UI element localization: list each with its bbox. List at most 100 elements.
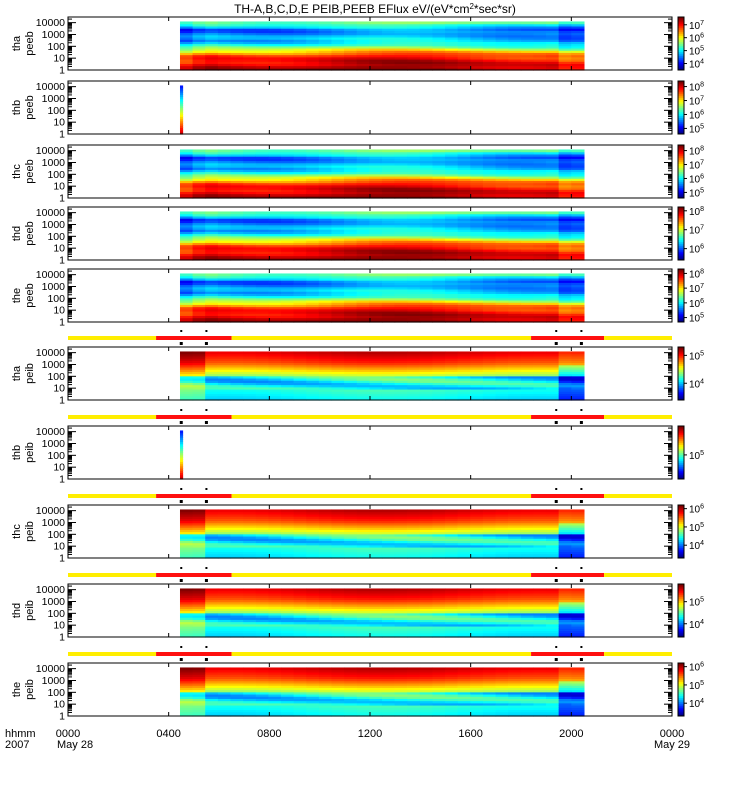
spectrogram-cell [432,540,446,544]
spectrogram-cell [369,23,383,27]
spectrogram-cell [179,432,184,436]
spectrogram-cell [293,529,307,533]
spectrogram-cell [482,317,497,321]
spectrogram-cell [306,52,320,56]
spectrogram-cell [280,61,295,64]
spectrogram-cell [179,47,194,51]
spectrogram-cell [306,295,320,299]
spectrogram-cell [331,246,345,250]
spectrogram-cell [293,251,307,254]
spectrogram-cell [482,184,497,188]
spectrogram-cell [306,384,320,388]
spectrogram-cell [470,58,484,62]
spectrogram-cell [394,30,408,34]
spectrogram-cell [230,386,244,390]
spectrogram-cell [255,317,269,321]
spectrogram-cell [533,293,547,297]
spectrogram-cell [482,151,497,155]
spectrogram-cell [495,67,509,71]
spectrogram-cell [344,175,358,179]
spectrogram-cell [306,391,320,394]
spectrogram-cell [205,222,219,226]
spectrogram-cell [293,297,307,301]
y-tick-label: 1000 [42,29,66,41]
spectrogram-cell [306,23,320,27]
spectrogram-cell [217,551,232,555]
spectrogram-cell [394,393,408,397]
colorbar-step [678,269,684,272]
colorbar-step [678,442,684,445]
spectrogram-cell [470,275,484,279]
spectrogram-cell [520,308,535,312]
spectrogram-cell [318,58,333,62]
panel-frame [67,425,673,480]
spectrogram-cell [394,553,408,557]
spectrogram-cell [205,308,219,312]
spectrogram-cell [280,180,295,184]
spectrogram-cell [571,39,585,42]
spectrogram-cell [179,393,194,397]
spectrogram-cell [179,531,194,535]
spectrogram-cell [255,253,269,257]
spectrogram-cell [495,295,509,299]
spectrogram-cell [293,295,307,299]
spectrogram-cell [381,351,396,355]
colorbar-step [678,103,684,106]
spectrogram-cell [445,275,459,279]
spectrogram-cell [457,156,471,159]
spectrogram-cell [331,286,345,290]
spectrogram-cell [558,319,572,323]
spectrogram-cell [508,248,522,252]
spectrogram-cell [407,246,421,250]
spectrogram-cell [205,369,219,372]
spectrogram-cell [432,257,446,261]
spectrogram-cell [407,373,421,377]
spectrogram-cell [217,233,232,237]
spectrogram-cell [445,319,459,323]
spectrogram-cell [268,513,282,517]
spectrogram-cell [470,244,484,248]
spectrogram-cell [230,369,244,372]
spectrogram-cell [394,63,408,67]
spectrogram-cell [533,45,547,49]
spectrogram-cell [457,21,471,25]
spectrogram-cell [419,242,434,246]
spectrogram-cell [268,56,282,60]
spectrogram-cell [470,56,484,60]
spectrogram-cell [243,30,257,34]
spectrogram-cell [495,286,509,290]
spectrogram-cell [571,61,585,64]
spectrogram-cell [369,34,383,38]
spectrogram-cell [179,551,194,555]
spectrogram-cell [179,450,184,454]
colorbar-step [678,347,684,350]
spectrogram-cell [495,384,509,388]
spectrogram-cell [470,255,484,259]
spectrogram-cell [546,291,560,294]
spectrogram-cell [280,164,295,168]
spectrogram-cell [432,524,446,528]
spectrogram-cell [243,371,257,375]
spectrogram-cell [445,186,459,190]
spectrogram-cell [280,43,295,47]
spectrogram-cell [394,306,408,310]
spectrogram-cell [394,45,408,49]
spectrogram-cell [318,555,333,559]
spectrogram-cell [520,32,535,36]
spectrogram-cell [445,315,459,319]
spectrogram-cell [356,538,370,541]
spectrogram-cell [369,529,383,533]
spectrogram-cell [205,251,219,254]
spectrogram-cell [217,516,232,519]
spectrogram-cell [192,218,206,221]
spectrogram-cell [293,231,307,235]
spectrogram-cell [280,237,295,241]
spectrogram-cell [217,393,232,397]
spectrogram-cell [293,373,307,377]
spectrogram-cell [558,25,572,29]
spectrogram-cell [419,293,434,297]
spectrogram-cell [344,23,358,27]
panel-product-label: peib [24,442,36,463]
spectrogram-cell [381,63,396,67]
